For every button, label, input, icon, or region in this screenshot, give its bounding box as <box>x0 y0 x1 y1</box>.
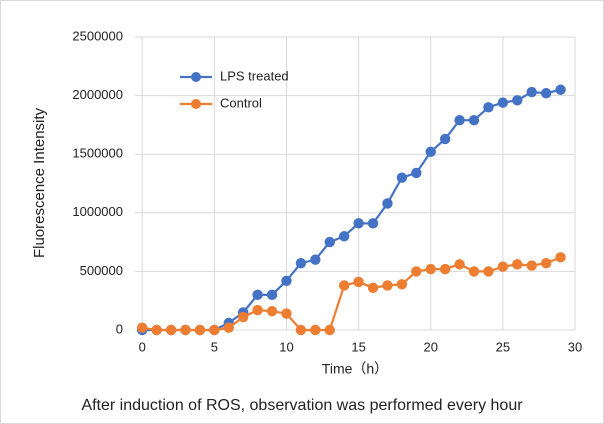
y-tick-label: 2000000 <box>72 87 123 102</box>
data-point <box>252 304 263 316</box>
data-point <box>411 167 422 179</box>
x-tick-label: 25 <box>496 339 510 354</box>
x-tick-label: 15 <box>351 339 365 354</box>
data-point <box>526 86 537 98</box>
y-tick-label: 1000000 <box>72 204 123 219</box>
data-point <box>266 306 278 317</box>
data-point <box>324 236 335 248</box>
data-point <box>468 115 480 126</box>
data-point <box>151 324 162 336</box>
data-point <box>526 260 537 271</box>
data-point <box>353 276 364 288</box>
data-point <box>295 257 307 269</box>
data-point <box>497 97 509 108</box>
data-point <box>512 95 523 106</box>
data-point <box>555 252 566 263</box>
data-point <box>209 324 220 336</box>
x-axis-label: Time（h） <box>322 361 388 377</box>
data-point <box>540 88 552 99</box>
data-point <box>439 263 451 275</box>
y-axis-label: Fluorescence Intensity <box>31 107 48 258</box>
data-point <box>468 266 480 277</box>
legend-marker <box>191 99 201 109</box>
data-point <box>367 218 379 229</box>
x-tick-label: 30 <box>568 339 582 354</box>
data-point <box>396 279 408 290</box>
data-point <box>338 280 350 291</box>
y-tick-label: 500000 <box>80 263 123 278</box>
data-point <box>382 198 393 209</box>
data-point <box>223 322 234 333</box>
data-point <box>165 324 177 336</box>
data-point <box>281 308 292 319</box>
data-point <box>281 275 292 286</box>
data-point <box>137 322 148 333</box>
data-point <box>439 133 451 145</box>
y-tick-label: 2500000 <box>72 28 123 43</box>
data-point <box>396 172 408 183</box>
data-point <box>540 257 552 269</box>
data-point <box>512 259 523 270</box>
data-point <box>353 218 364 229</box>
legend-marker <box>191 72 201 82</box>
data-point <box>555 84 566 95</box>
x-tick-label: 0 <box>139 339 146 354</box>
data-point <box>252 289 263 301</box>
y-tick-label: 0 <box>116 321 123 336</box>
data-point <box>411 266 422 277</box>
data-point <box>194 324 206 336</box>
x-tick-label: 5 <box>211 339 218 354</box>
x-tick-label: 20 <box>424 339 438 354</box>
data-point <box>310 254 321 265</box>
legend-label: Control <box>220 95 262 110</box>
data-point <box>454 259 465 270</box>
data-point <box>295 324 307 336</box>
data-point <box>425 263 436 275</box>
data-point <box>266 289 278 301</box>
x-tick-label: 10 <box>279 339 293 354</box>
caption: After induction of ROS, observation was … <box>81 397 523 414</box>
data-point <box>382 280 393 291</box>
data-point <box>497 261 509 272</box>
data-point <box>338 231 350 242</box>
data-point <box>180 324 191 336</box>
data-point <box>454 115 465 126</box>
data-point <box>425 146 436 158</box>
data-point <box>324 324 335 336</box>
legend-label: LPS treated <box>220 68 289 83</box>
data-point <box>310 324 321 336</box>
data-point <box>483 266 494 277</box>
data-point <box>237 311 249 323</box>
data-point <box>483 102 494 113</box>
data-point <box>367 282 379 294</box>
y-tick-label: 1500000 <box>72 146 123 161</box>
